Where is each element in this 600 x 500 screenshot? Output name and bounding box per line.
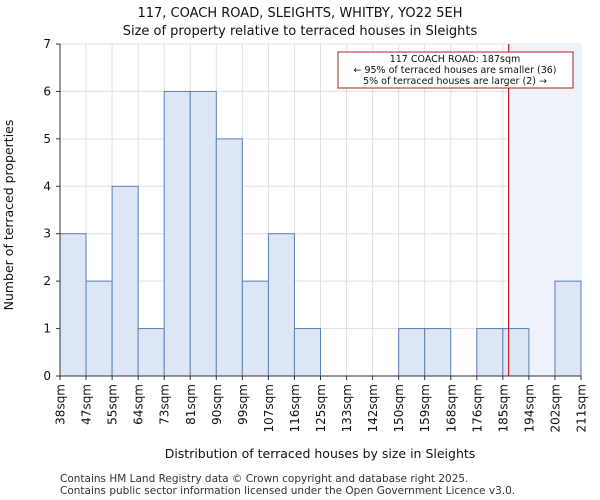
- x-tick-label: 64sqm: [132, 384, 146, 425]
- x-tick-label: 99sqm: [236, 384, 250, 425]
- x-tick-label: 211sqm: [575, 384, 589, 432]
- bar-107sqm: [267, 233, 295, 377]
- y-tick-label: 2: [43, 274, 51, 288]
- bar-47sqm: [85, 280, 113, 377]
- bar-99sqm: [241, 280, 269, 377]
- bar-150sqm: [398, 328, 426, 377]
- bar-38sqm: [59, 233, 87, 377]
- x-tick-label: 73sqm: [158, 384, 172, 425]
- bar-64sqm: [137, 328, 165, 377]
- x-tick-label: 142sqm: [366, 384, 380, 432]
- x-tick-label: 107sqm: [262, 384, 276, 432]
- footer-line-1: Contains HM Land Registry data © Crown c…: [60, 473, 468, 485]
- x-axis-label: Distribution of terraced houses by size …: [165, 446, 476, 461]
- x-tick-label: 168sqm: [444, 384, 458, 432]
- x-tick-label: 159sqm: [418, 384, 432, 432]
- y-tick-labels: 0 1 2 3 4 5 6 7: [43, 37, 60, 383]
- y-axis-label: Number of terraced properties: [1, 120, 16, 311]
- bar-73sqm: [163, 90, 191, 377]
- annotation-frame: [337, 51, 574, 89]
- bar-176sqm: [476, 328, 504, 377]
- annotation-line-1: 117 COACH ROAD: 187sqm: [390, 54, 521, 65]
- x-tick-label: 185sqm: [496, 384, 510, 432]
- annotation-line-2: ← 95% of terraced houses are smaller (36…: [353, 65, 556, 76]
- chart-title: 117, COACH ROAD, SLEIGHTS, WHITBY, YO22 …: [137, 6, 462, 21]
- bar-90sqm: [215, 138, 243, 377]
- y-tick-label: 7: [43, 37, 51, 51]
- x-tick-label: 81sqm: [184, 384, 198, 425]
- chart-subtitle: Size of property relative to terraced ho…: [123, 24, 478, 39]
- annotation-line-3: 5% of terraced houses are larger (2) →: [363, 76, 547, 87]
- bar-81sqm: [189, 90, 217, 377]
- bar-185sqm: [502, 328, 530, 377]
- x-tick-label: 125sqm: [314, 384, 328, 432]
- y-tick-label: 4: [43, 179, 51, 193]
- x-tick-label: 176sqm: [470, 384, 484, 432]
- x-tick-label: 47sqm: [80, 384, 94, 425]
- x-tick-label: 202sqm: [548, 384, 562, 432]
- annotation-box: 117 COACH ROAD: 187sqm ← 95% of terraced…: [337, 51, 574, 89]
- bar-159sqm: [424, 328, 452, 377]
- bars: [59, 90, 582, 377]
- footer-line-2: Contains public sector information licen…: [60, 485, 515, 497]
- x-tick-label: 150sqm: [392, 384, 406, 432]
- x-tick-labels: 38sqm 47sqm 55sqm 64sqm 73sqm 81sqm 90sqm 99sqm…: [54, 376, 589, 432]
- y-tick-label: 0: [43, 369, 51, 383]
- y-tick-label: 6: [43, 84, 51, 98]
- x-tick-label: 133sqm: [340, 384, 354, 432]
- x-tick-label: 194sqm: [522, 384, 536, 432]
- bar-55sqm: [111, 185, 139, 377]
- x-tick-label: 116sqm: [288, 384, 302, 432]
- x-tick-label: 90sqm: [210, 384, 224, 425]
- x-tick-label: 55sqm: [106, 384, 120, 425]
- x-tick-label: 38sqm: [54, 384, 68, 425]
- y-tick-label: 3: [43, 227, 51, 241]
- y-tick-label: 5: [43, 132, 51, 146]
- bar-116sqm: [293, 328, 322, 377]
- y-tick-label: 1: [43, 322, 51, 336]
- bar-202sqm: [554, 280, 582, 377]
